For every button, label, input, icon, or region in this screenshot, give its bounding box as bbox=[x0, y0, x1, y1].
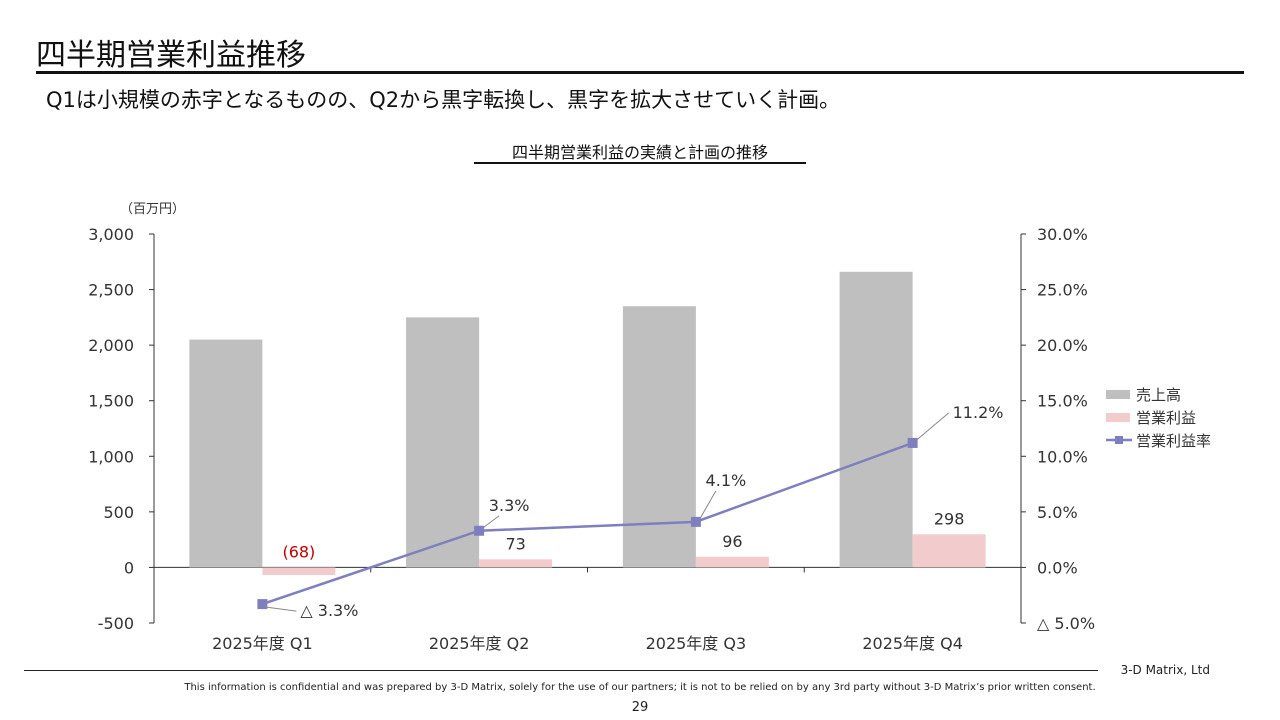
operating-profit-label: (68) bbox=[282, 542, 315, 561]
operating-margin-label: 11.2% bbox=[953, 403, 1004, 422]
chart-title: 四半期営業利益の実績と計画の推移 bbox=[511, 143, 768, 162]
right-axis-tick-label: 10.0% bbox=[1037, 447, 1088, 466]
operating-margin-label: 3.3% bbox=[489, 496, 530, 515]
operating-profit-label: 96 bbox=[722, 532, 742, 551]
left-axis-tick-label: 3,000 bbox=[88, 225, 134, 244]
right-axis-tick-label: 15.0% bbox=[1037, 392, 1088, 411]
right-axis-tick-label: △ 5.0% bbox=[1037, 614, 1095, 633]
operating-margin-point bbox=[907, 437, 918, 448]
left-axis-tick-label: 500 bbox=[103, 503, 134, 522]
left-axis-tick-label: 1,000 bbox=[88, 447, 134, 466]
operating-margin-line bbox=[261, 441, 914, 606]
page-title: 四半期営業利益推移 bbox=[36, 38, 306, 73]
right-axis-tick-label: 25.0% bbox=[1037, 281, 1088, 300]
legend-label-operating-margin: 営業利益率 bbox=[1136, 432, 1211, 450]
left-axis-tick-label: -500 bbox=[98, 614, 134, 633]
operating-margin-point bbox=[474, 525, 485, 536]
confidential-notice: This information is confidential and was… bbox=[184, 682, 1096, 693]
category-label: 2025年度 Q4 bbox=[862, 634, 963, 653]
unit-label: （百万円） bbox=[120, 202, 185, 217]
left-axis-tick-label: 2,000 bbox=[88, 336, 134, 355]
sales-bar bbox=[839, 271, 913, 568]
operating-margin-leader bbox=[482, 515, 500, 529]
sales-bar bbox=[622, 306, 696, 568]
legend-swatch-sales bbox=[1106, 390, 1130, 399]
operating-profit-label: 73 bbox=[505, 534, 525, 553]
legend-label-sales: 売上高 bbox=[1136, 386, 1181, 404]
footer-company: 3-D Matrix, Ltd bbox=[1120, 663, 1210, 677]
left-axis-tick-label: 1,500 bbox=[88, 392, 134, 411]
legend-swatch-operating-margin-point bbox=[1115, 436, 1123, 444]
operating-margin-label: 4.1% bbox=[706, 471, 747, 490]
operating-profit-bar bbox=[695, 556, 769, 568]
right-axis-tick-label: 5.0% bbox=[1037, 503, 1078, 522]
sales-bar bbox=[406, 317, 480, 568]
left-axis-tick-label: 0 bbox=[124, 558, 134, 577]
right-axis-tick-label: 20.0% bbox=[1037, 336, 1088, 355]
title-underline bbox=[36, 71, 1244, 74]
operating-profit-bar bbox=[262, 567, 336, 575]
operating-margin-label: △ 3.3% bbox=[300, 601, 358, 620]
operating-profit-chart: （百万円） -500 0 500 1,000 1,500 2,000 2,500 3,000 △… bbox=[88, 202, 1211, 653]
sales-bar bbox=[189, 339, 263, 568]
category-label: 2025年度 Q3 bbox=[646, 634, 747, 653]
category-label: 2025年度 Q1 bbox=[212, 634, 313, 653]
operating-margin-leader bbox=[916, 412, 949, 441]
right-axis-tick-label: 30.0% bbox=[1037, 225, 1088, 244]
category-label: 2025年度 Q2 bbox=[429, 634, 530, 653]
operating-profit-bar bbox=[479, 559, 553, 568]
page-number: 29 bbox=[631, 700, 649, 715]
left-axis-tick-label: 2,500 bbox=[88, 281, 134, 300]
right-axis-tick-label: 0.0% bbox=[1037, 558, 1078, 577]
page-subtitle: Q1は小規模の赤字となるものの、Q2から黒字転換し、黒字を拡大させていく計画。 bbox=[46, 88, 841, 112]
operating-margin-leader bbox=[266, 606, 297, 612]
chart-title-underline bbox=[474, 162, 806, 164]
operating-margin-point bbox=[257, 599, 268, 610]
operating-margin-leader bbox=[699, 490, 717, 520]
legend-label-operating-profit: 営業利益 bbox=[1136, 409, 1196, 427]
operating-margin-point bbox=[690, 516, 701, 527]
legend-swatch-operating-profit bbox=[1106, 413, 1130, 422]
footer-rule bbox=[24, 670, 1098, 671]
operating-profit-bar bbox=[912, 534, 986, 568]
operating-profit-label: 298 bbox=[934, 509, 965, 528]
